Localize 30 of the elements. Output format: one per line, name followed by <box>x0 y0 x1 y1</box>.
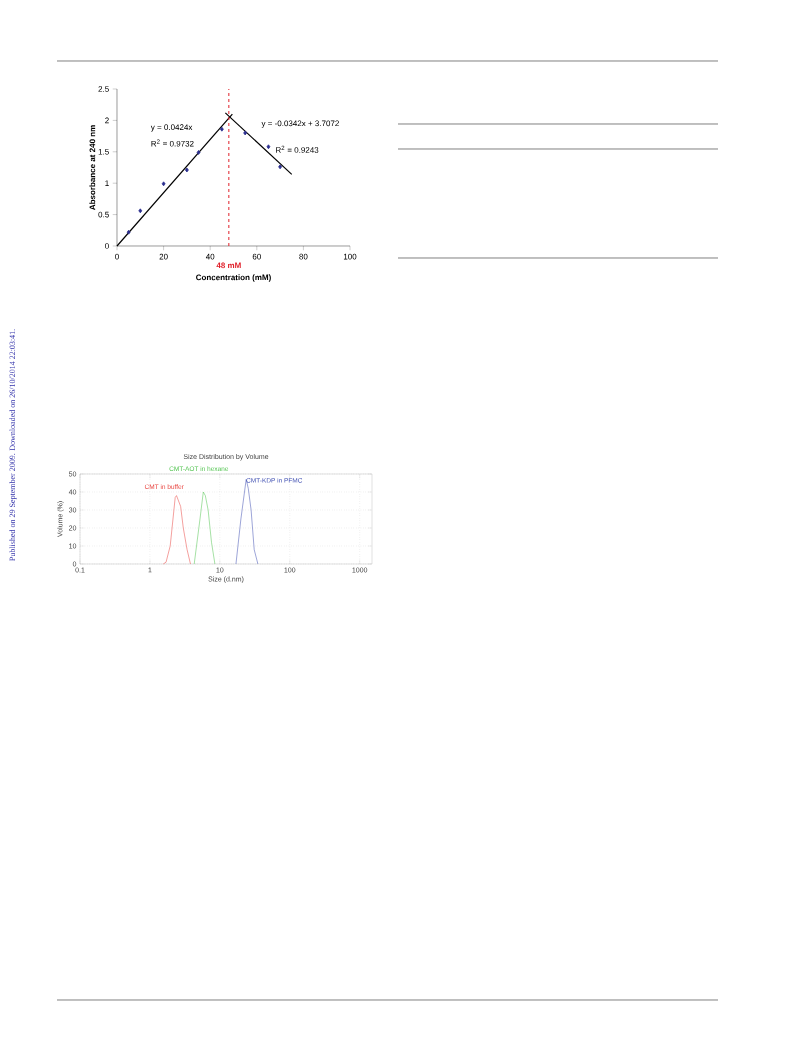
point <box>138 208 143 214</box>
point <box>126 229 131 235</box>
x-tick-label: 20 <box>159 253 168 260</box>
ref-line-label: 48 mM <box>216 262 241 269</box>
point <box>196 150 201 155</box>
point <box>161 181 166 187</box>
point <box>185 167 189 173</box>
x-tick-label: 100 <box>343 253 357 260</box>
x-tick-label: 40 <box>205 253 215 260</box>
x-tick-label: 80 <box>299 253 308 260</box>
point <box>278 164 282 170</box>
y-tick-label: 0.5 <box>98 211 109 218</box>
x-axis-title: Concentration (mM) <box>196 274 271 282</box>
x-tick-label: 60 <box>252 253 261 260</box>
y-tick-label: 2 <box>105 117 109 124</box>
annotation: R$^{2}$ = 0.9243 <box>276 145 319 153</box>
y-tick-label: 1 <box>105 180 109 186</box>
y-tick-label: 2.5 <box>98 86 109 92</box>
y-tick-label: 1.5 <box>98 149 109 155</box>
y-tick-label: 0 <box>105 243 109 249</box>
point <box>219 126 224 132</box>
x-tick-label: 0 <box>115 253 119 260</box>
point <box>243 130 248 136</box>
line-series <box>193 491 216 565</box>
annotation: y = 0.0424x <box>150 124 193 132</box>
annotation: y = -0.0342x + 3.7072 <box>261 120 339 128</box>
text: Published on 29 September 2009. Downloaded on 26/10/2014 22:03:41. <box>9 329 17 561</box>
y-axis-title: Absorbance at 240 nm <box>89 125 96 210</box>
point <box>266 144 271 150</box>
annotation: R$^{2}$ = 0.9732 <box>151 139 194 147</box>
